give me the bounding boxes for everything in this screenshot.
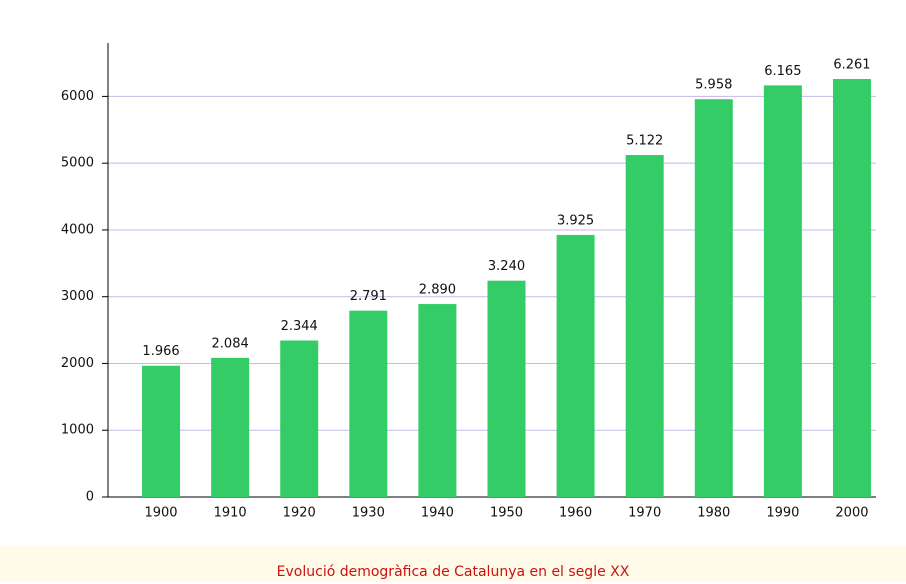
- bar: [625, 155, 664, 497]
- bar: [349, 310, 388, 497]
- bar: [487, 280, 526, 497]
- bar: [556, 234, 595, 497]
- value-label: 3.240: [488, 259, 525, 274]
- value-label: 2.890: [419, 283, 456, 298]
- value-label: 6.261: [833, 57, 870, 72]
- value-label: 5.958: [695, 78, 732, 93]
- value-label: 6.165: [764, 64, 801, 79]
- y-tick-label: 4000: [61, 222, 94, 237]
- y-tick-label: 2000: [61, 356, 94, 371]
- bar: [211, 357, 250, 497]
- bar: [694, 99, 733, 497]
- value-label: 3.925: [557, 213, 594, 228]
- value-label: 2.084: [212, 336, 249, 351]
- y-tick-label: 3000: [61, 289, 94, 304]
- y-tick-label: 6000: [61, 89, 94, 104]
- x-tick-label: 1900: [144, 506, 177, 521]
- bar: [763, 85, 802, 497]
- x-tick-label: 1940: [421, 506, 454, 521]
- bar: [832, 78, 871, 497]
- x-tick-label: 1920: [283, 506, 316, 521]
- y-tick-label: 1000: [61, 423, 94, 438]
- y-tick-label: 5000: [61, 156, 94, 171]
- value-label: 1.966: [142, 344, 179, 359]
- bar: [280, 340, 319, 497]
- x-tick-label: 1970: [628, 506, 661, 521]
- x-tick-label: 1930: [352, 506, 385, 521]
- x-tick-label: 1980: [697, 506, 730, 521]
- x-tick-label: 1960: [559, 506, 592, 521]
- value-label: 5.122: [626, 134, 663, 149]
- value-label: 2.791: [350, 289, 387, 304]
- chart-title: Evolució demogràfica de Catalunya en el …: [277, 564, 630, 580]
- y-tick-label: 0: [86, 490, 94, 505]
- x-tick-label: 1950: [490, 506, 523, 521]
- x-tick-label: 1910: [214, 506, 247, 521]
- title-band: [0, 546, 906, 582]
- bar: [418, 304, 457, 497]
- x-tick-label: 1990: [766, 506, 799, 521]
- value-label: 2.344: [281, 319, 318, 334]
- bar: [142, 365, 181, 497]
- x-tick-label: 2000: [835, 506, 868, 521]
